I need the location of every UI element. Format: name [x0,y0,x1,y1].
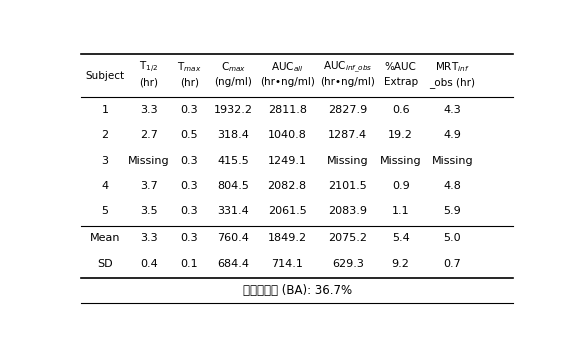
Text: 2827.9: 2827.9 [328,105,368,115]
Text: 4.3: 4.3 [444,105,461,115]
Text: 2811.8: 2811.8 [267,105,307,115]
Text: 생체이용률 (BA): 36.7%: 생체이용률 (BA): 36.7% [242,284,352,297]
Text: %AUC: %AUC [385,62,416,72]
Text: Extrap: Extrap [383,78,418,88]
Text: 2.7: 2.7 [140,130,158,140]
Text: 0.6: 0.6 [392,105,409,115]
Text: 2082.8: 2082.8 [267,181,307,191]
Text: MRT$_{inf}$: MRT$_{inf}$ [435,60,470,74]
Text: 0.4: 0.4 [140,259,158,269]
Text: 4.8: 4.8 [443,181,461,191]
Text: Missing: Missing [327,155,369,165]
Text: 0.3: 0.3 [180,105,198,115]
Text: 0.3: 0.3 [180,233,198,243]
Text: T$_{1/2}$: T$_{1/2}$ [139,60,158,75]
Text: (hr): (hr) [180,78,199,88]
Text: (ng/ml): (ng/ml) [214,78,252,88]
Text: 0.3: 0.3 [180,181,198,191]
Text: 0.5: 0.5 [180,130,198,140]
Text: 684.4: 684.4 [217,259,249,269]
Text: 3.3: 3.3 [140,105,158,115]
Text: 3: 3 [102,155,108,165]
Text: SD: SD [97,259,113,269]
Text: 2101.5: 2101.5 [328,181,367,191]
Text: Missing: Missing [432,155,473,165]
Text: Subject: Subject [85,71,125,80]
Text: T$_{max}$: T$_{max}$ [177,60,202,74]
Text: Missing: Missing [128,155,170,165]
Text: 804.5: 804.5 [218,181,249,191]
Text: 3.3: 3.3 [140,233,158,243]
Text: 331.4: 331.4 [218,206,249,216]
Text: 1849.2: 1849.2 [267,233,307,243]
Text: 415.5: 415.5 [218,155,249,165]
Text: 1: 1 [102,105,108,115]
Text: (hr•ng/ml): (hr•ng/ml) [320,78,375,88]
Text: 1.1: 1.1 [392,206,409,216]
Text: 19.2: 19.2 [388,130,413,140]
Text: 714.1: 714.1 [271,259,303,269]
Text: 629.3: 629.3 [332,259,364,269]
Text: 2: 2 [102,130,108,140]
Text: 318.4: 318.4 [218,130,249,140]
Text: Mean: Mean [90,233,120,243]
Text: 1932.2: 1932.2 [213,105,253,115]
Text: 2083.9: 2083.9 [328,206,367,216]
Text: 5.0: 5.0 [444,233,461,243]
Text: AUC$_{all}$: AUC$_{all}$ [271,60,303,74]
Text: 1249.1: 1249.1 [267,155,307,165]
Text: 2075.2: 2075.2 [328,233,367,243]
Text: 3.5: 3.5 [140,206,158,216]
Text: C$_{max}$: C$_{max}$ [220,60,246,74]
Text: 3.7: 3.7 [140,181,158,191]
Text: 1040.8: 1040.8 [268,130,307,140]
Text: 5.9: 5.9 [444,206,461,216]
Text: 2061.5: 2061.5 [268,206,306,216]
Text: (hr•ng/ml): (hr•ng/ml) [260,78,314,88]
Text: 5: 5 [102,206,108,216]
Text: 0.3: 0.3 [180,206,198,216]
Text: 760.4: 760.4 [218,233,249,243]
Text: _obs (hr): _obs (hr) [429,77,476,88]
Text: 4: 4 [102,181,108,191]
Text: 0.1: 0.1 [180,259,198,269]
Text: 5.4: 5.4 [392,233,409,243]
Text: 1287.4: 1287.4 [328,130,367,140]
Text: 4.9: 4.9 [443,130,461,140]
Text: Missing: Missing [380,155,422,165]
Text: (hr): (hr) [139,78,158,88]
Text: 0.9: 0.9 [392,181,409,191]
Text: 9.2: 9.2 [392,259,409,269]
Text: 0.7: 0.7 [444,259,461,269]
Text: AUC$_{inf\_obs}$: AUC$_{inf\_obs}$ [323,60,372,75]
Text: 0.3: 0.3 [180,155,198,165]
